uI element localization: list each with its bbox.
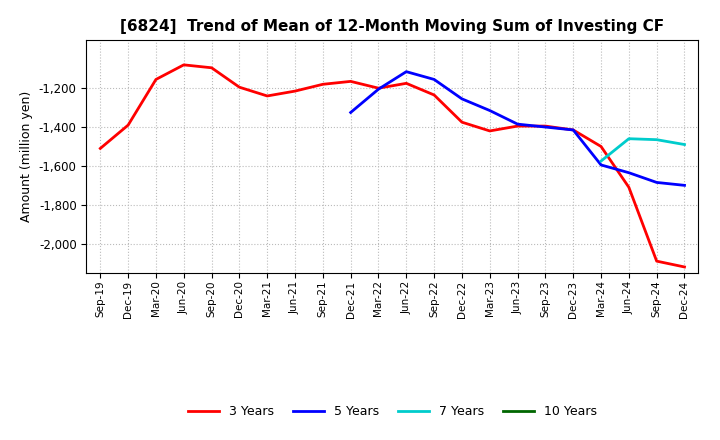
5 Years — [541, 125, 550, 130]
3 Years — [152, 77, 161, 82]
7 Years — [652, 137, 661, 142]
Line: 5 Years: 5 Years — [351, 72, 685, 185]
5 Years — [346, 110, 355, 115]
Y-axis label: Amount (million yen): Amount (million yen) — [20, 91, 33, 222]
3 Years — [597, 144, 606, 149]
5 Years — [624, 170, 633, 176]
5 Years — [458, 96, 467, 102]
3 Years — [458, 120, 467, 125]
Title: [6824]  Trend of Mean of 12-Month Moving Sum of Investing CF: [6824] Trend of Mean of 12-Month Moving … — [120, 19, 665, 34]
Line: 7 Years: 7 Years — [601, 139, 685, 161]
3 Years — [124, 122, 132, 128]
3 Years — [402, 81, 410, 86]
Legend: 3 Years, 5 Years, 7 Years, 10 Years: 3 Years, 5 Years, 7 Years, 10 Years — [183, 400, 602, 423]
Line: 3 Years: 3 Years — [100, 65, 685, 267]
3 Years — [96, 146, 104, 151]
3 Years — [624, 185, 633, 190]
7 Years — [680, 142, 689, 147]
3 Years — [179, 62, 188, 67]
3 Years — [569, 127, 577, 132]
3 Years — [652, 258, 661, 264]
3 Years — [318, 82, 327, 87]
5 Years — [485, 108, 494, 113]
5 Years — [402, 69, 410, 74]
3 Years — [513, 124, 522, 129]
3 Years — [374, 85, 383, 91]
5 Years — [652, 180, 661, 185]
7 Years — [624, 136, 633, 141]
5 Years — [374, 87, 383, 92]
7 Years — [597, 158, 606, 164]
5 Years — [597, 162, 606, 168]
5 Years — [680, 183, 689, 188]
3 Years — [541, 124, 550, 129]
3 Years — [235, 84, 243, 90]
3 Years — [207, 65, 216, 70]
5 Years — [430, 77, 438, 82]
3 Years — [291, 88, 300, 94]
3 Years — [485, 128, 494, 134]
5 Years — [569, 127, 577, 132]
5 Years — [513, 121, 522, 127]
3 Years — [430, 92, 438, 98]
3 Years — [680, 264, 689, 270]
3 Years — [346, 79, 355, 84]
3 Years — [263, 93, 271, 99]
